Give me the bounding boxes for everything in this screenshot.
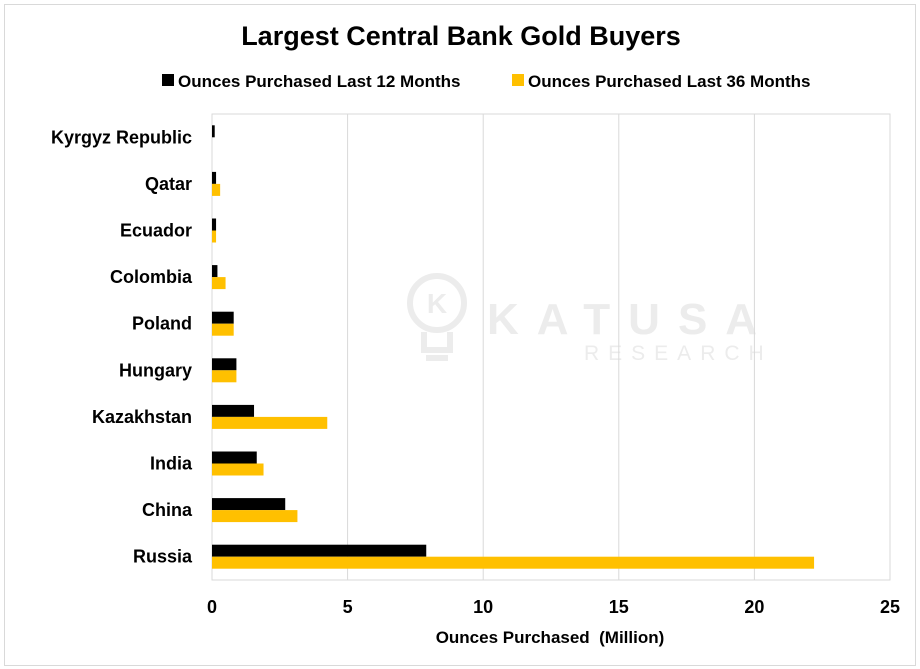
bar-36-months-india [212, 463, 264, 476]
x-tick-label: 10 [473, 597, 493, 617]
watermark-brand: KATUSA [487, 295, 775, 344]
watermark: K KATUSA RESEARCH [407, 273, 775, 365]
chart-title: Largest Central Bank Gold Buyers [241, 21, 681, 51]
bar-12-months-china [212, 498, 286, 511]
x-tick-label: 0 [207, 597, 217, 617]
category-label: Ecuador [120, 221, 192, 241]
legend-label-12-months: Ounces Purchased Last 12 Months [178, 72, 460, 91]
legend-label-36-months: Ounces Purchased Last 36 Months [528, 72, 810, 91]
x-axis-title: Ounces Purchased (Million) [436, 628, 665, 647]
legend-swatch-36-months [512, 74, 524, 86]
bars [212, 125, 815, 569]
watermark-logo-letter: K [427, 288, 447, 319]
bar-12-months-russia [212, 544, 427, 557]
bar-12-months-qatar [212, 171, 217, 184]
category-label: Russia [133, 547, 193, 567]
bar-36-months-poland [212, 323, 234, 336]
category-label: China [142, 500, 193, 520]
bar-36-months-russia [212, 556, 815, 569]
category-label: Kyrgyz Republic [51, 127, 192, 147]
bar-12-months-india [212, 451, 257, 464]
lightbulb-icon [407, 273, 467, 361]
bar-12-months-ecuador [212, 218, 217, 231]
x-tick-label: 25 [880, 597, 900, 617]
category-label: Hungary [119, 360, 192, 380]
category-labels: Kyrgyz Republic Qatar Ecuador Colombia Polan… [51, 127, 193, 566]
x-tick-label: 20 [744, 597, 764, 617]
gridlines [347, 114, 755, 580]
plot-area [211, 113, 891, 581]
bar-36-months-kazakhstan [212, 416, 328, 429]
bar-36-months-hungary [212, 370, 237, 383]
watermark-subtitle: RESEARCH [584, 342, 773, 365]
legend-swatch-12-months [162, 74, 174, 86]
bar-36-months-ecuador [212, 230, 217, 243]
category-label: Kazakhstan [92, 407, 192, 427]
x-tick-labels: 0 5 10 15 20 25 [207, 597, 900, 617]
category-label: Colombia [110, 267, 193, 287]
bar-36-months-colombia [212, 277, 226, 290]
category-label: Poland [132, 314, 192, 334]
bar-12-months-colombia [212, 265, 218, 278]
bar-12-months-poland [212, 311, 234, 324]
bar-12-months-hungary [212, 358, 237, 371]
bar-36-months-china [212, 510, 298, 523]
x-tick-label: 15 [609, 597, 629, 617]
bar-36-months-qatar [212, 183, 221, 196]
legend: Ounces Purchased Last 12 Months Ounces P… [162, 72, 810, 91]
category-label: Qatar [145, 174, 192, 194]
category-label: India [150, 454, 193, 474]
x-tick-label: 5 [343, 597, 353, 617]
bar-12-months-kyrgyz-republic [212, 125, 215, 138]
bar-12-months-kazakhstan [212, 404, 255, 417]
